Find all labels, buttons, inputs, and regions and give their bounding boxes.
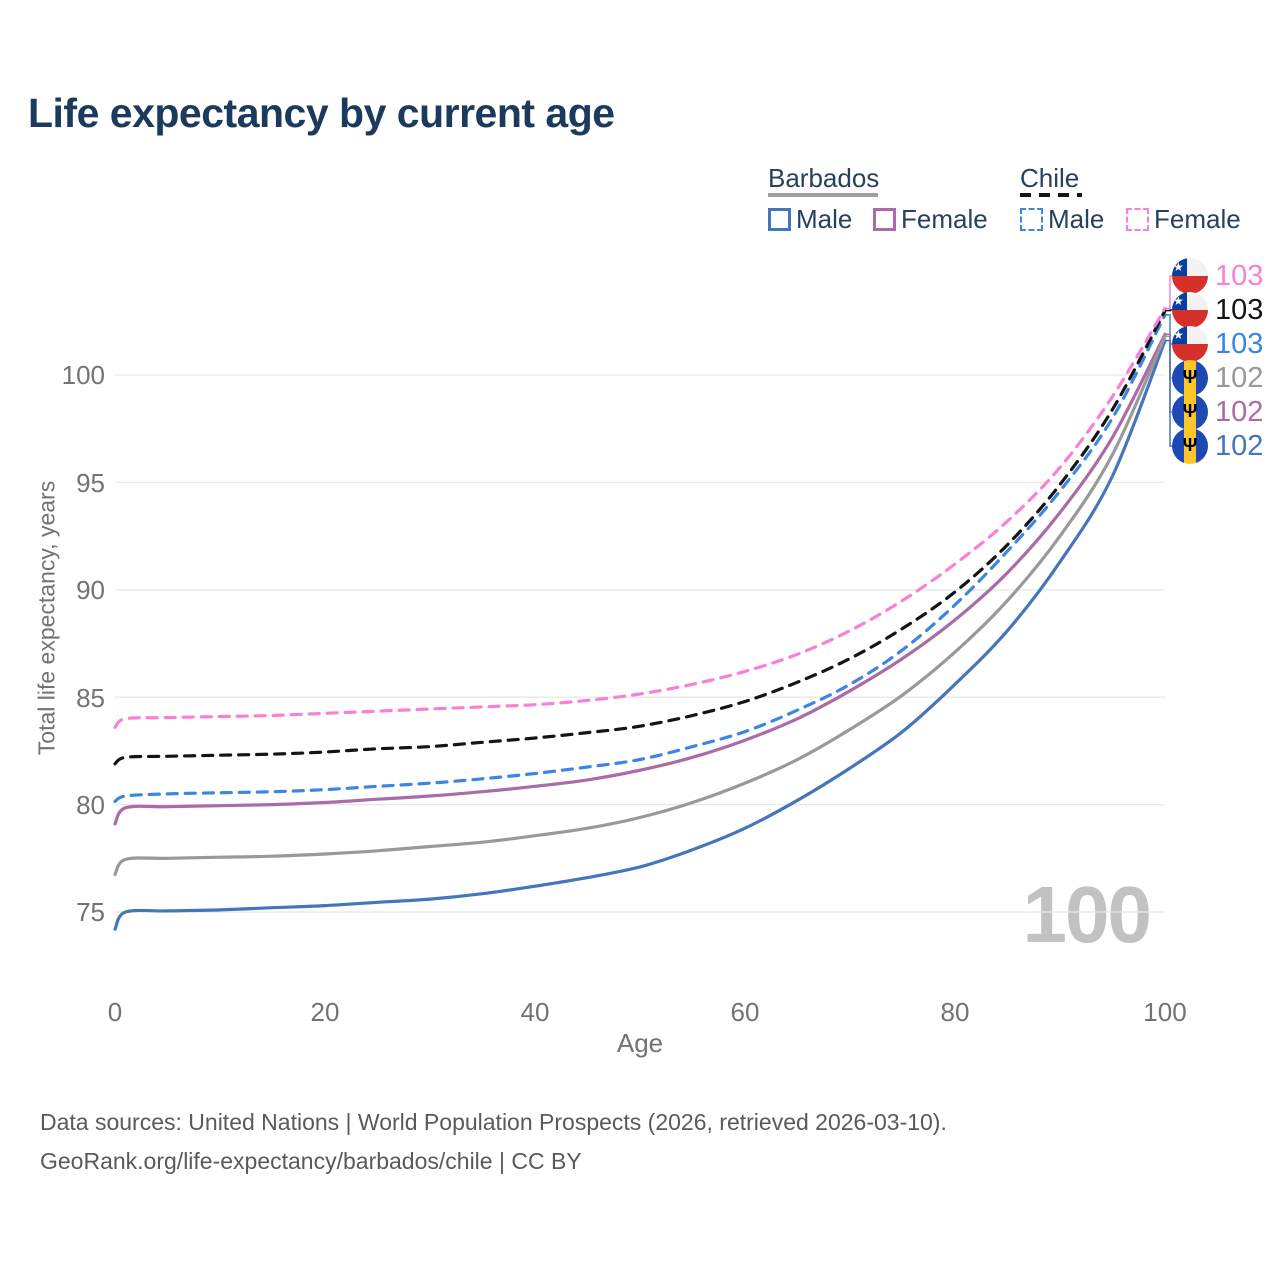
legend-group-chile-label: Chile — [1020, 163, 1080, 193]
barbados-solid-line-key — [768, 193, 878, 197]
y-tick-85: 85 — [76, 683, 105, 713]
x-tick-0: 0 — [107, 997, 123, 1027]
legend-item-chile-female: Female — [1126, 204, 1241, 234]
end-label-chile-female: 103 — [1172, 258, 1263, 294]
y-tick-95: 95 — [76, 468, 105, 498]
series-line-barbados-female — [113, 332, 1167, 826]
y-tick-80: 80 — [76, 790, 105, 820]
age-watermark: 100 — [1022, 870, 1152, 959]
end-label-chile-total: 103 — [1172, 292, 1263, 328]
end-label-barbados-male: 102 — [1172, 428, 1263, 464]
end-label-chile-male: 103 — [1172, 326, 1263, 362]
series-line-barbados — [113, 334, 1167, 876]
end-label-barbados-total: 102 — [1172, 360, 1263, 396]
x-tick-20: 20 — [310, 997, 340, 1027]
end-label-barbados-female: 102 — [1172, 394, 1263, 430]
barbados-flag-icon — [1172, 360, 1208, 396]
page-title: Life expectancy by current age — [28, 90, 615, 136]
barbados-female-swatch-icon — [873, 207, 896, 231]
data-sources-line: Data sources: United Nations | World Pop… — [40, 1109, 947, 1135]
x-tick-40: 40 — [520, 997, 550, 1027]
legend-item-chile-male: Male — [1020, 204, 1104, 234]
x-axis-title: Age — [616, 1028, 664, 1058]
chile-flag-icon — [1172, 258, 1208, 294]
x-tick-100: 100 — [1143, 997, 1187, 1027]
y-axis-title: Total life expectancy, years — [33, 480, 60, 756]
legend-item-barbados-male: Male — [768, 204, 852, 234]
chile-flag-icon — [1172, 292, 1208, 328]
series-line-chile-female — [113, 306, 1167, 729]
chile-flag-icon — [1172, 326, 1208, 362]
x-tick-80: 80 — [940, 997, 970, 1027]
legend-item-barbados-female: Female — [873, 204, 988, 234]
x-tick-60: 60 — [730, 997, 760, 1027]
chile-male-swatch-icon — [1020, 207, 1043, 231]
attribution-line: GeoRank.org/life-expectancy/barbados/chi… — [40, 1148, 582, 1174]
y-tick-75: 75 — [76, 897, 105, 927]
series-line-chile — [113, 309, 1167, 766]
series-line-barbados-male — [113, 339, 1167, 931]
chile-female-swatch-icon — [1126, 207, 1149, 231]
series-line-chile-male — [113, 313, 1167, 803]
barbados-flag-icon — [1172, 394, 1208, 430]
y-tick-90: 90 — [76, 575, 105, 605]
chile-dashed-line-key — [1020, 193, 1082, 197]
y-tick-100: 100 — [61, 360, 105, 390]
barbados-flag-icon — [1172, 428, 1208, 464]
barbados-male-swatch-icon — [768, 207, 791, 231]
legend-group-barbados-label: Barbados — [768, 163, 880, 193]
